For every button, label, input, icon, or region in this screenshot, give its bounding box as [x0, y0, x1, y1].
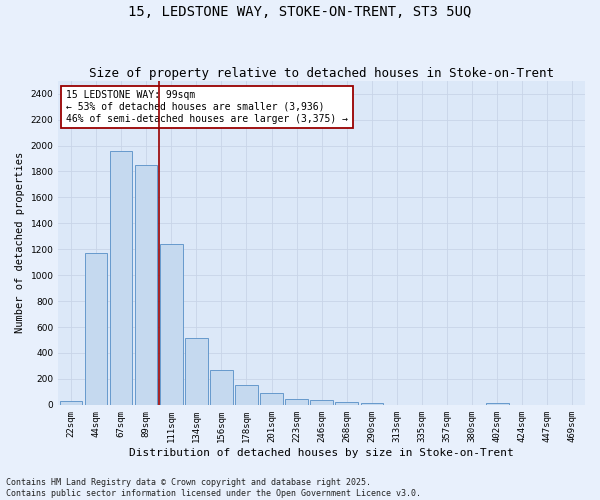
Bar [135, 165, 157, 405]
Bar [110, 150, 133, 405]
Bar [286, 398, 308, 405]
Bar [185, 338, 208, 405]
Bar [85, 253, 107, 405]
X-axis label: Distribution of detached houses by size in Stoke-on-Trent: Distribution of detached houses by size … [130, 448, 514, 458]
Text: 15, LEDSTONE WAY, STOKE-ON-TRENT, ST3 5UQ: 15, LEDSTONE WAY, STOKE-ON-TRENT, ST3 5U… [128, 5, 472, 19]
Text: 15 LEDSTONE WAY: 99sqm
← 53% of detached houses are smaller (3,936)
46% of semi-: 15 LEDSTONE WAY: 99sqm ← 53% of detached… [67, 90, 349, 124]
Bar [260, 393, 283, 405]
Bar [310, 400, 333, 405]
Bar [335, 402, 358, 405]
Bar [160, 244, 182, 405]
Bar [210, 370, 233, 405]
Bar [59, 401, 82, 405]
Bar [361, 403, 383, 405]
Bar [235, 384, 258, 405]
Bar [486, 404, 509, 405]
Y-axis label: Number of detached properties: Number of detached properties [15, 152, 25, 334]
Text: Contains HM Land Registry data © Crown copyright and database right 2025.
Contai: Contains HM Land Registry data © Crown c… [6, 478, 421, 498]
Title: Size of property relative to detached houses in Stoke-on-Trent: Size of property relative to detached ho… [89, 66, 554, 80]
